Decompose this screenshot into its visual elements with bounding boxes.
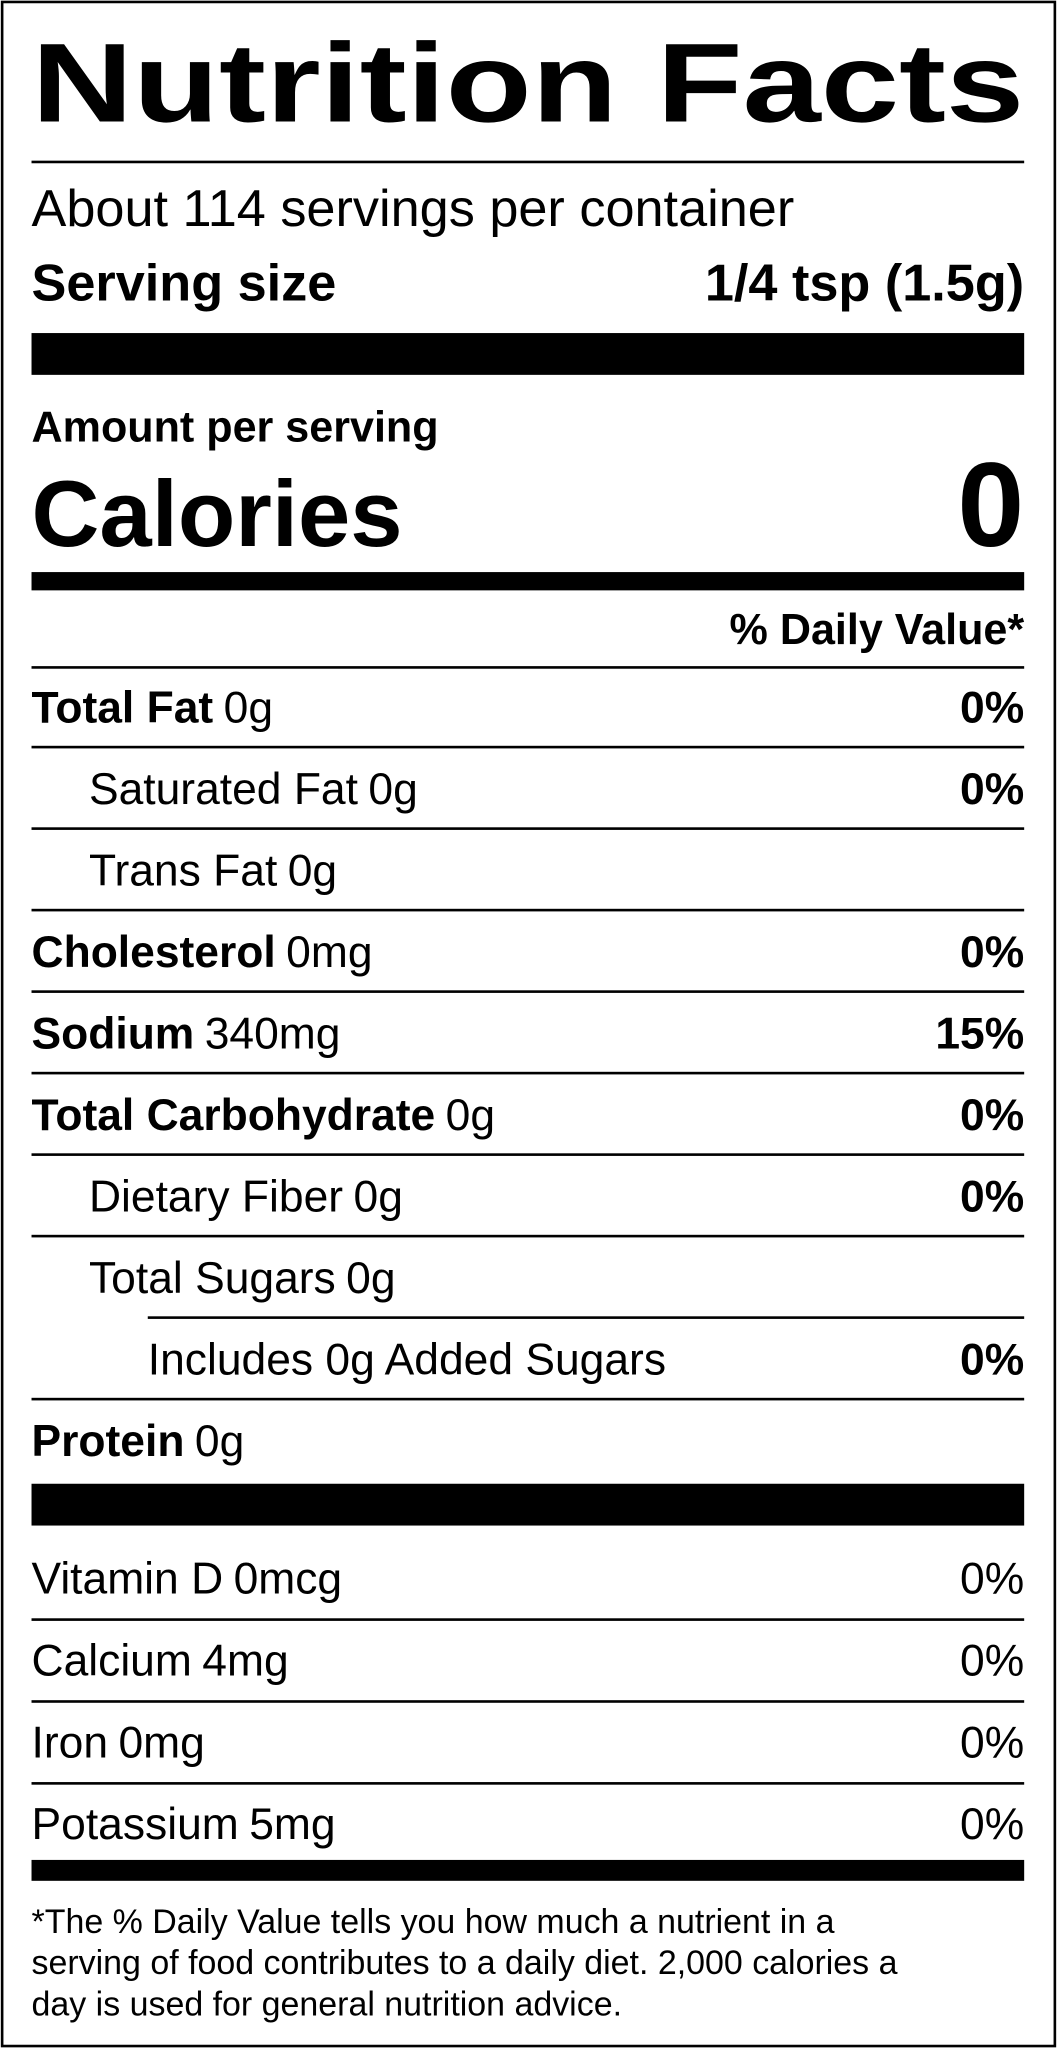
nutrient-amount: 0g <box>368 765 417 814</box>
footnote-line: day is used for general nutrition advice… <box>32 1985 622 2023</box>
vitamin-amount: 0mg <box>118 1718 204 1767</box>
divider <box>31 1782 1025 1785</box>
medium-bar <box>31 572 1025 591</box>
divider <box>31 745 1025 749</box>
thick-bar <box>31 1483 1025 1526</box>
nutrient-row: Total Carbohydrate 0g <box>32 1091 496 1140</box>
nutrient-row: Saturated Fat 0g <box>89 765 418 814</box>
nutrient-name: Sodium <box>32 1009 195 1058</box>
vitamin-row: Vitamin D 0mcg <box>32 1554 343 1603</box>
nutrient-name: Includes 0g Added Sugars <box>148 1335 666 1384</box>
servings: About 114 servings per container <box>32 180 795 238</box>
nutrient-dv: 0% <box>960 683 1024 732</box>
nutrient-row: Dietary Fiber 0g <box>89 1172 403 1221</box>
nutrient-name: Saturated Fat <box>89 765 359 814</box>
nutrient-amount: 0g <box>195 1417 244 1466</box>
nutrient-row: Sodium 340mg <box>32 1009 341 1058</box>
nutrient-row: Cholesterol 0mg <box>32 928 373 977</box>
divider <box>31 908 1025 912</box>
serving-size-label: Serving size <box>32 254 337 312</box>
divider <box>31 1234 1025 1238</box>
thick-bar <box>31 333 1025 375</box>
divider <box>31 1153 1025 1156</box>
vitamin-name: Iron <box>32 1718 109 1767</box>
nutrient-amount: 0g <box>288 846 337 895</box>
vitamin-dv: 0% <box>960 1800 1024 1849</box>
divider <box>31 990 1025 993</box>
nutrient-row: Protein 0g <box>32 1417 245 1466</box>
nutrient-name: Total Carbohydrate <box>32 1091 436 1140</box>
nutrient-amount: 0g <box>224 683 273 732</box>
vitamin-amount: 0mcg <box>234 1554 343 1603</box>
nutrient-name: Dietary Fiber <box>89 1172 343 1221</box>
calories-value: 0 <box>957 438 1024 572</box>
vitamin-name: Vitamin D <box>32 1554 224 1603</box>
vitamin-dv: 0% <box>960 1554 1024 1603</box>
nutrient-row: Total Sugars 0g <box>89 1254 396 1303</box>
nutrient-name: Protein <box>32 1417 185 1466</box>
divider <box>31 1618 1025 1621</box>
vitamin-row: Potassium 5mg <box>32 1800 336 1849</box>
nutrient-name: Cholesterol <box>32 928 276 977</box>
nutrient-dv: 15% <box>935 1009 1024 1058</box>
nutrient-dv: 0% <box>960 1091 1024 1140</box>
divider <box>31 1397 1025 1401</box>
medium-bar <box>31 1859 1025 1881</box>
amount-label: Amount per serving <box>32 403 439 451</box>
nutrient-name: Total Sugars <box>89 1254 336 1303</box>
divider <box>31 827 1025 830</box>
nutrient-dv: 0% <box>960 1172 1024 1221</box>
divider <box>31 666 1025 669</box>
title: Nutrition Facts <box>32 19 1025 145</box>
nutrient-row: Includes 0g Added Sugars <box>148 1335 666 1384</box>
dv-header: % Daily Value* <box>730 606 1025 654</box>
serving-size: 1/4 tsp (1.5g) <box>705 254 1024 312</box>
nutrient-amount: 0g <box>346 1254 395 1303</box>
footnote-line: *The % Daily Value tells you how much a … <box>32 1903 835 1941</box>
nutrient-amount: 340mg <box>205 1009 341 1058</box>
vitamin-dv: 0% <box>960 1636 1024 1685</box>
divider <box>31 160 1025 164</box>
vitamin-row: Calcium 4mg <box>32 1636 289 1685</box>
nutrient-dv: 0% <box>960 1335 1024 1384</box>
vitamin-name: Calcium <box>32 1636 192 1685</box>
nutrient-dv: 0% <box>960 765 1024 814</box>
nutrient-row: Total Fat 0g <box>32 683 274 732</box>
vitamin-amount: 4mg <box>202 1636 288 1685</box>
nutrient-name: Total Fat <box>32 683 214 732</box>
nutrient-row: Trans Fat 0g <box>89 846 337 895</box>
nutrient-amount: 0mg <box>286 928 372 977</box>
vitamin-dv: 0% <box>960 1718 1024 1767</box>
nutrient-amount: 0g <box>446 1091 495 1140</box>
divider <box>31 1071 1025 1075</box>
nutrient-name: Trans Fat <box>89 846 278 895</box>
vitamin-amount: 5mg <box>249 1800 335 1849</box>
divider <box>147 1316 1025 1319</box>
nutrient-dv: 0% <box>960 928 1024 977</box>
vitamin-name: Potassium <box>32 1800 239 1849</box>
vitamin-row: Iron 0mg <box>32 1718 205 1767</box>
calories-label: Calories <box>32 461 403 566</box>
nutrient-amount: 0g <box>354 1172 403 1221</box>
divider <box>31 1700 1025 1703</box>
footnote-line: serving of food contributes to a daily d… <box>32 1944 898 1982</box>
